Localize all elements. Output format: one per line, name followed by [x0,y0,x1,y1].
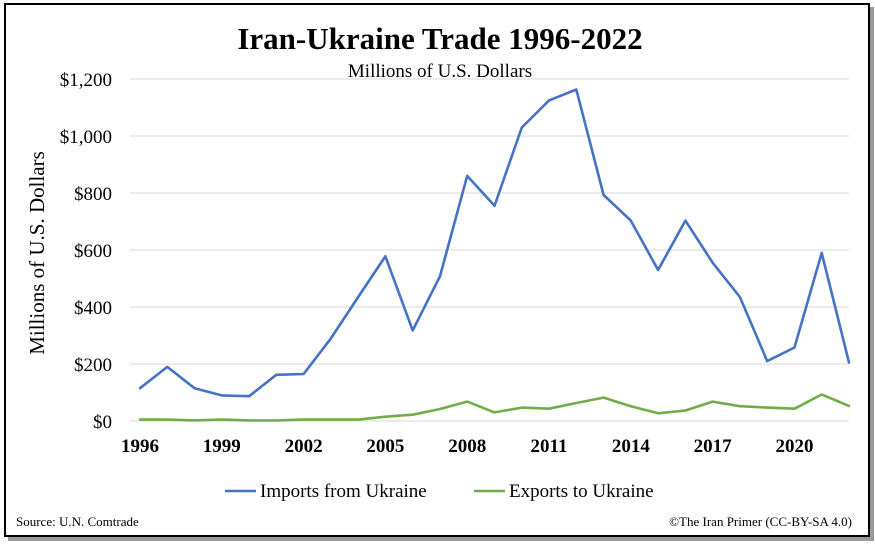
x-tick-label: 2020 [775,436,813,457]
x-tick-label: 1996 [121,436,159,457]
series-lines [138,88,851,422]
chart-subtitle: Millions of U.S. Dollars [348,61,532,82]
legend: Imports from Ukraine Exports to Ukraine [225,481,654,502]
legend-label: Exports to Ukraine [509,481,654,502]
y-tick-label: $0 [93,412,112,433]
series-line-1 [138,88,851,398]
x-tick-label: 2011 [531,436,568,457]
gridlines [130,78,849,422]
x-tick-labels: 1996 1999 2002 2005 2008 2011 2014 2017 2020 [121,436,813,457]
legend-label: Imports from Ukraine [260,481,427,502]
x-tick-label: 2005 [366,436,404,457]
chart-frame: Iran-Ukraine Trade 1996-2022 Millions of… [4,3,870,537]
chart-svg: Iran-Ukraine Trade 1996-2022 Millions of… [16,21,852,529]
x-tick-label: 2002 [285,436,323,457]
y-tick-label: $1,200 [60,70,112,91]
y-tick-label: $800 [74,184,112,205]
chart-title: Iran-Ukraine Trade 1996-2022 [237,21,642,56]
y-tick-label: $400 [74,298,112,319]
y-axis-label: Millions of U.S. Dollars [25,151,49,355]
y-tick-label: $600 [74,241,112,262]
series-line-2 [138,393,851,422]
x-tick-label: 2014 [612,436,651,457]
credit-note: ©The Iran Primer (CC-BY-SA 4.0) [669,514,852,529]
x-tick-label: 2008 [448,436,486,457]
y-tick-labels: $0 $200 $400 $600 $800 $1,000 $1,200 [60,70,112,433]
y-tick-label: $200 [74,355,112,376]
x-tick-label: 1999 [203,436,241,457]
source-note: Source: U.N. Comtrade [16,514,139,529]
y-tick-label: $1,000 [60,127,112,148]
x-tick-label: 2017 [694,436,733,457]
